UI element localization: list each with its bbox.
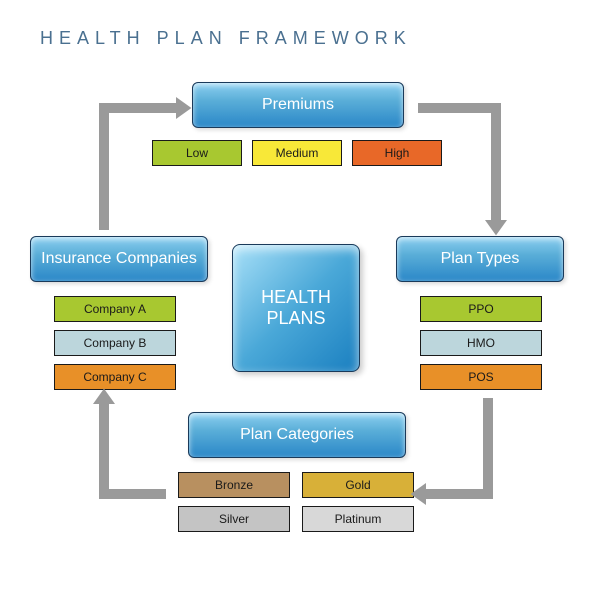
plan_categories-chip-0: Bronze	[178, 472, 290, 498]
plan_categories-chip-2: Silver	[178, 506, 290, 532]
premiums-chip-1: Medium	[252, 140, 342, 166]
premiums-chip-2: High	[352, 140, 442, 166]
plan_types-header: Plan Types	[396, 236, 564, 282]
insurance_companies-chip-0: Company A	[54, 296, 176, 322]
center-label: HEALTH PLANS	[261, 287, 331, 329]
plan_types-chip-1: HMO	[420, 330, 542, 356]
page-title: HEALTH PLAN FRAMEWORK	[40, 28, 412, 49]
premiums-chip-0: Low	[152, 140, 242, 166]
plan_categories-header: Plan Categories	[188, 412, 406, 458]
insurance_companies-header: Insurance Companies	[30, 236, 208, 282]
insurance_companies-chip-2: Company C	[54, 364, 176, 390]
flow-arrowhead-3	[93, 389, 115, 404]
center-node: HEALTH PLANS	[232, 244, 360, 372]
plan_types-chip-0: PPO	[420, 296, 542, 322]
flow-arrow-0	[104, 108, 176, 230]
flow-arrow-3	[104, 404, 166, 494]
flow-arrowhead-1	[485, 220, 507, 235]
plan_types-chip-2: POS	[420, 364, 542, 390]
insurance_companies-chip-1: Company B	[54, 330, 176, 356]
flow-arrowhead-0	[176, 97, 191, 119]
flow-arrow-2	[426, 398, 488, 494]
plan_categories-chip-1: Gold	[302, 472, 414, 498]
plan_categories-chip-3: Platinum	[302, 506, 414, 532]
premiums-header: Premiums	[192, 82, 404, 128]
